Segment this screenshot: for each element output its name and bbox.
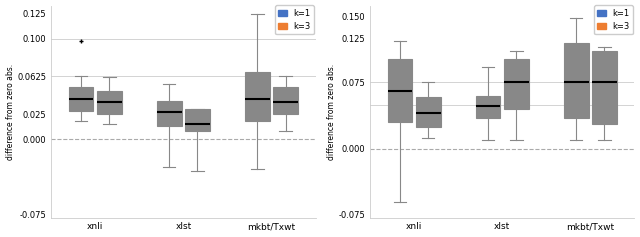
- PathPatch shape: [592, 51, 617, 124]
- PathPatch shape: [97, 91, 122, 114]
- PathPatch shape: [388, 59, 412, 122]
- PathPatch shape: [245, 72, 269, 121]
- PathPatch shape: [185, 109, 210, 131]
- PathPatch shape: [273, 87, 298, 114]
- PathPatch shape: [416, 97, 440, 127]
- Legend: k=1, k=3: k=1, k=3: [594, 5, 633, 34]
- Y-axis label: difference from zero abs.: difference from zero abs.: [326, 64, 336, 160]
- PathPatch shape: [564, 43, 589, 118]
- PathPatch shape: [504, 59, 529, 109]
- Y-axis label: difference from zero abs.: difference from zero abs.: [6, 64, 15, 160]
- Legend: k=1, k=3: k=1, k=3: [275, 5, 314, 34]
- PathPatch shape: [476, 96, 500, 118]
- PathPatch shape: [157, 101, 182, 126]
- PathPatch shape: [69, 87, 93, 111]
